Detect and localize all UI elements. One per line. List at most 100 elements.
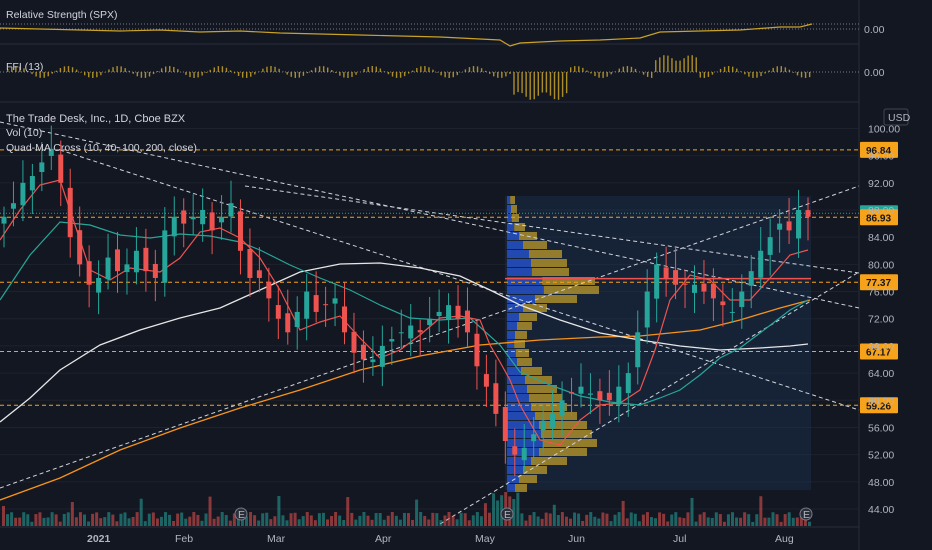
candle-body xyxy=(720,301,726,306)
ffi-bar xyxy=(545,72,548,93)
volume-bar xyxy=(763,517,767,526)
candle-body xyxy=(625,373,631,394)
volume-bar xyxy=(415,499,419,526)
ffi-bar xyxy=(193,72,195,78)
ffi-bar xyxy=(391,72,394,77)
candle-body xyxy=(48,148,54,156)
ffi-bar xyxy=(493,72,495,77)
volume-bar xyxy=(180,512,184,526)
candle-body xyxy=(294,311,300,328)
ffi-bar xyxy=(128,70,130,72)
volume-bar xyxy=(192,512,196,526)
ffi-bar xyxy=(383,71,386,72)
ffi-bar xyxy=(140,72,143,78)
currency-label: USD xyxy=(888,112,911,124)
volume-bar xyxy=(6,514,10,526)
volume-bar xyxy=(216,516,220,526)
volume-bar xyxy=(257,520,261,526)
volume-bar xyxy=(483,503,487,526)
volume-bar xyxy=(560,512,564,526)
volume-bar xyxy=(694,521,698,526)
candle-body xyxy=(417,330,423,333)
ffi-bar xyxy=(663,55,665,72)
ffi-bar xyxy=(201,72,203,76)
candle-body xyxy=(304,291,310,319)
candle-body xyxy=(691,284,697,293)
earnings-marker[interactable]: E xyxy=(500,507,514,521)
candle-body xyxy=(323,304,329,306)
ffi-bar xyxy=(444,72,446,78)
candle-body xyxy=(767,237,773,255)
earnings-marker[interactable]: E xyxy=(234,507,248,521)
volume-bar xyxy=(362,512,366,526)
volume-bar xyxy=(686,512,690,526)
volume-bar xyxy=(447,512,451,526)
volume-bar xyxy=(245,516,248,526)
candle-body xyxy=(483,374,489,387)
volume-bar xyxy=(107,512,111,526)
ffi-bar xyxy=(327,67,329,72)
candle-body xyxy=(181,210,187,224)
currency-badge[interactable] xyxy=(883,108,909,126)
ffi-bar xyxy=(351,72,353,77)
volume-profile-bar-up xyxy=(535,412,577,420)
volume-bar xyxy=(386,515,390,526)
volume-profile-bar-up xyxy=(514,340,525,348)
time-axis[interactable]: 2021 Feb Mar Apr May Jun Jul Aug xyxy=(0,526,859,545)
volume-bar xyxy=(747,514,751,526)
ffi-bar xyxy=(614,71,616,72)
time-tick-label: Apr xyxy=(375,533,392,545)
ffi-bar xyxy=(699,72,701,78)
ffi-bar xyxy=(225,67,228,72)
volume-profile-bar-down xyxy=(507,349,516,357)
relative-strength-pane: Relative Strength (SPX) 0.00 xyxy=(0,9,885,47)
candle-body xyxy=(408,325,414,339)
ffi-bar xyxy=(108,69,110,72)
candle-body xyxy=(758,250,764,278)
volume-bar xyxy=(783,514,787,526)
candle-body xyxy=(342,306,348,333)
volume-bar xyxy=(127,518,131,526)
ffi-bar xyxy=(55,70,58,72)
volume-bar xyxy=(204,513,208,526)
volume-bar xyxy=(342,519,346,526)
volume-bar xyxy=(151,512,155,526)
volume-bar xyxy=(714,512,718,526)
candle-body xyxy=(427,318,433,326)
earnings-marker[interactable]: E xyxy=(799,507,813,521)
ffi-bar xyxy=(501,72,503,78)
ffi-bar xyxy=(403,72,406,77)
volume-bar xyxy=(54,514,58,526)
ffi-bar xyxy=(11,66,13,72)
price-tag xyxy=(860,141,898,158)
candle-body xyxy=(446,305,452,320)
volume-bar xyxy=(281,515,285,526)
volume-profile-bar-down xyxy=(507,322,517,330)
ffi-bar xyxy=(788,69,791,72)
ffi-bar xyxy=(286,72,288,75)
candle-body xyxy=(190,216,196,220)
volume-profile-bar-down xyxy=(507,457,531,465)
candle-body xyxy=(663,267,669,278)
volume-bar xyxy=(176,513,180,526)
volume-bar xyxy=(731,512,734,526)
volume-bar xyxy=(293,512,297,526)
ffi-bar xyxy=(209,69,211,72)
price-axis[interactable]: 100.00 96.00 92.00 88.00 84.00 80.00 76.00 72.0… xyxy=(868,123,900,516)
candle-body xyxy=(351,331,357,353)
volume-profile-bar-down xyxy=(507,214,512,222)
candle-body xyxy=(332,298,338,304)
price-tag-label: 67.17 xyxy=(866,348,891,359)
volume-bar xyxy=(87,521,91,526)
volume-bar xyxy=(18,517,22,526)
ffi-bar xyxy=(233,72,236,74)
time-tick-label: Mar xyxy=(267,533,286,545)
volume-bar xyxy=(212,518,216,526)
ffi-bar xyxy=(363,69,365,72)
candle-body xyxy=(635,332,641,368)
volume-bar xyxy=(767,517,771,526)
candle-body xyxy=(256,270,262,278)
candle-body xyxy=(379,345,385,367)
volume-bar xyxy=(143,521,147,526)
